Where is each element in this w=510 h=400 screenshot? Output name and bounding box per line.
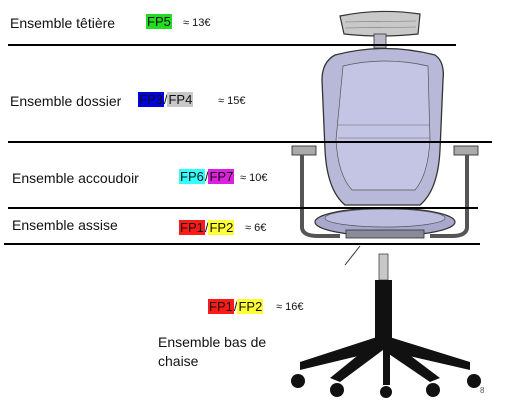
separator-armrest [8,207,478,209]
base-label-line1: Ensemble bas de [158,334,267,350]
headrest-illustration [339,10,421,49]
fp2-tag: FP2 [208,220,235,235]
armrest-fp-tags: FP6/FP7 [179,169,235,185]
chair-base-illustration [291,253,481,398]
fp6-tag: FP6 [179,169,205,184]
page-number: 8 [480,386,485,395]
armrest-illustration [291,145,479,238]
fp1-tag: FP1 [179,220,205,235]
backrest-price: ≈ 15€ [218,95,246,107]
armrest-fp-separator: / [204,169,209,184]
backrest-label: Ensemble dossier [10,93,122,109]
fp4-tag: FP4 [167,92,194,107]
base-label-line2: chaise [158,353,199,369]
separator-backrest [8,141,492,143]
backrest-illustration [321,47,444,206]
base-fp-separator: / [233,299,238,314]
armrest-label: Ensemble accoudoir [12,170,139,186]
base-fp-tags: FP1/FP2 [208,299,264,315]
fp5-tag: FP5 [146,14,172,29]
separator-headrest [8,44,456,46]
separator-seat [4,243,480,245]
seat-fp-tags: FP1/FP2 [179,220,235,236]
fp7-tag: FP7 [208,169,235,184]
armrest-price: ≈ 10€ [240,172,268,184]
fp2-base-tag: FP2 [237,299,264,314]
base-label: Ensemble bas de chaise [158,333,266,371]
headrest-label: Ensemble têtière [10,15,116,31]
headrest-price: ≈ 13€ [183,17,211,29]
backrest-fp-tags: FP3/FP4 [138,92,194,108]
fp1-base-tag: FP1 [208,299,234,314]
headrest-fp-tags: FP5 [146,14,172,30]
seat-fp-separator: / [204,220,209,235]
fp3-tag: FP3 [138,92,164,107]
backrest-fp-separator: / [163,92,168,107]
seat-label: Ensemble assise [12,217,118,233]
seat-price: ≈ 6€ [245,222,267,234]
base-price: ≈ 16€ [276,301,304,313]
